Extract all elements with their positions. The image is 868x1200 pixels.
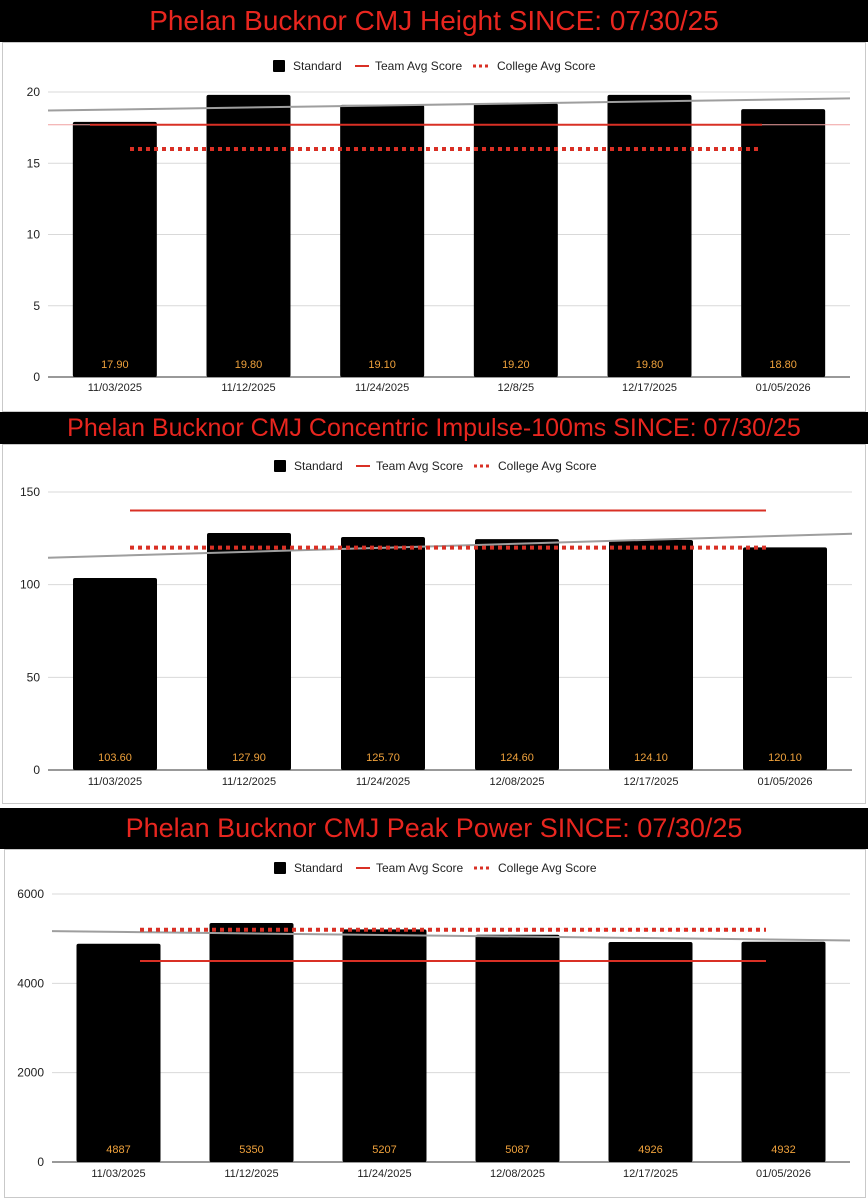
legend-standard-swatch	[274, 460, 286, 472]
category-label: 11/12/2025	[224, 1168, 278, 1180]
bar-value-label: 5350	[239, 1144, 263, 1156]
y-tick-label: 4000	[17, 976, 44, 990]
bar	[608, 941, 693, 1162]
bar-value-label: 19.10	[368, 359, 396, 371]
bar-value-label: 125.70	[366, 752, 400, 764]
y-tick-label: 0	[33, 763, 40, 777]
bar-value-label: 17.90	[101, 359, 129, 371]
legend-standard-label: Standard	[293, 59, 342, 73]
bar-value-label: 18.80	[769, 359, 797, 371]
category-label: 11/24/2025	[355, 382, 409, 394]
category-label: 12/08/2025	[489, 776, 544, 788]
y-tick-label: 15	[27, 156, 41, 170]
category-label: 01/05/2026	[756, 382, 811, 394]
chart-title-height: Phelan Bucknor CMJ Height SINCE: 07/30/2…	[0, 0, 868, 42]
bar	[609, 540, 693, 770]
bar	[743, 547, 827, 770]
bar-value-label: 127.90	[232, 752, 266, 764]
legend-college-label: College Avg Score	[498, 459, 597, 473]
y-tick-label: 100	[20, 578, 40, 592]
legend-team-label: Team Avg Score	[375, 59, 462, 73]
category-label: 11/03/2025	[88, 776, 142, 788]
bar-value-label: 103.60	[98, 752, 132, 764]
bar-value-label: 124.60	[500, 752, 534, 764]
y-tick-label: 0	[33, 370, 40, 384]
bar-value-label: 4926	[638, 1144, 662, 1156]
category-label: 11/12/2025	[222, 776, 276, 788]
bar	[475, 934, 560, 1162]
bar-value-label: 19.80	[235, 359, 263, 371]
bar-value-label: 5207	[372, 1144, 396, 1156]
category-label: 11/24/2025	[357, 1168, 411, 1180]
legend-standard-swatch	[274, 862, 286, 874]
bar	[475, 539, 559, 770]
y-tick-label: 6000	[17, 887, 44, 901]
trendline	[51, 930, 851, 942]
chart-title-power: Phelan Bucknor CMJ Peak Power SINCE: 07/…	[0, 808, 868, 849]
category-label: 12/08/2025	[490, 1168, 545, 1180]
legend-standard-label: Standard	[294, 459, 343, 473]
bar-value-label: 124.10	[634, 752, 668, 764]
category-label: 01/05/2026	[756, 1168, 811, 1180]
category-label: 12/17/2025	[622, 382, 677, 394]
legend-team-label: Team Avg Score	[376, 861, 463, 875]
legend-college-label: College Avg Score	[498, 861, 597, 875]
trendline	[47, 97, 851, 112]
category-label: 11/12/2025	[221, 382, 275, 394]
bar	[209, 923, 294, 1162]
bar	[76, 943, 161, 1162]
category-label: 11/03/2025	[91, 1168, 145, 1180]
y-tick-label: 20	[27, 85, 41, 99]
bar	[72, 121, 157, 377]
bar	[342, 929, 427, 1162]
bar-value-label: 5087	[505, 1144, 529, 1156]
category-label: 01/05/2026	[757, 776, 812, 788]
bar	[473, 103, 558, 378]
bar	[206, 94, 291, 377]
bar	[73, 577, 157, 770]
category-label: 11/03/2025	[88, 382, 142, 394]
bar-value-label: 19.80	[636, 359, 664, 371]
legend-college-label: College Avg Score	[497, 59, 596, 73]
legend-standard-label: Standard	[294, 861, 343, 875]
bar	[741, 109, 826, 377]
bar-value-label: 19.20	[502, 359, 530, 371]
y-tick-label: 10	[27, 228, 41, 242]
bar	[607, 94, 692, 377]
category-label: 12/17/2025	[623, 776, 678, 788]
y-tick-label: 50	[27, 670, 41, 684]
category-label: 12/8/25	[497, 382, 534, 394]
chart-title-impulse: Phelan Bucknor CMJ Concentric Impulse-10…	[0, 412, 868, 444]
bar	[207, 532, 291, 770]
category-label: 11/24/2025	[356, 776, 410, 788]
category-label: 12/17/2025	[623, 1168, 678, 1180]
bar-value-label: 4932	[771, 1144, 795, 1156]
legend-team-label: Team Avg Score	[376, 459, 463, 473]
bar	[341, 537, 425, 770]
bar-value-label: 4887	[106, 1144, 130, 1156]
bar	[741, 941, 826, 1162]
y-tick-label: 2000	[17, 1066, 44, 1080]
legend-standard-swatch	[273, 60, 285, 72]
bar	[340, 104, 425, 377]
y-tick-label: 150	[20, 485, 40, 499]
y-tick-label: 0	[37, 1155, 44, 1169]
y-tick-label: 5	[33, 299, 40, 313]
bar-value-label: 120.10	[768, 752, 802, 764]
